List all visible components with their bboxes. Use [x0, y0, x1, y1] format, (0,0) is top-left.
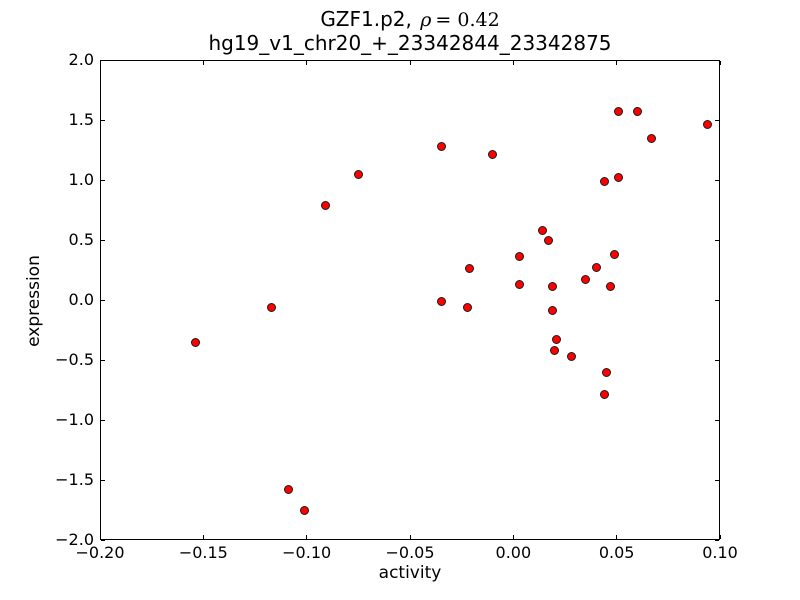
x-axis-tick — [512, 61, 514, 65]
x-axis-tick-label: −0.10 — [282, 543, 332, 562]
y-axis-tick — [715, 359, 719, 361]
title-line2: hg19_v1_chr20_+_23342844_23342875 — [208, 30, 612, 55]
y-axis-tick — [101, 299, 105, 301]
x-axis-tick — [99, 61, 101, 65]
x-axis-tick — [409, 535, 411, 539]
y-axis-tick — [715, 59, 719, 61]
data-point — [614, 173, 624, 183]
data-point — [566, 351, 576, 361]
y-axis-tick-label: 0.5 — [68, 230, 94, 249]
y-axis-tick — [715, 539, 719, 541]
x-axis-tick-label: 0.00 — [495, 543, 532, 562]
x-axis-label: activity — [378, 563, 442, 583]
y-axis-tick — [715, 419, 719, 421]
data-point — [537, 225, 547, 235]
data-point — [515, 252, 525, 262]
x-axis-tick — [719, 535, 721, 539]
title-rho-expression: ρ = 0.42 — [418, 9, 499, 31]
y-axis-tick-label: −1.5 — [55, 470, 94, 489]
data-point — [548, 282, 558, 292]
x-axis-tick-label: 0.10 — [702, 543, 738, 562]
x-axis-tick-label: −0.15 — [178, 543, 228, 562]
data-point — [599, 176, 609, 186]
data-point — [550, 345, 560, 355]
rho-value: = 0.42 — [435, 9, 500, 31]
x-axis-tick — [719, 61, 721, 65]
y-axis-tick — [715, 239, 719, 241]
y-axis-tick — [101, 119, 105, 121]
y-axis-tick — [101, 479, 105, 481]
data-point — [267, 302, 277, 312]
y-axis-tick-label: 0.0 — [68, 290, 94, 309]
y-axis-tick-label: 1.5 — [68, 110, 94, 129]
x-axis-tick-label: −0.05 — [385, 543, 435, 562]
y-axis-tick — [101, 359, 105, 361]
y-axis-tick — [715, 119, 719, 121]
y-axis-tick-label: −2.0 — [55, 530, 94, 549]
x-axis-tick — [512, 535, 514, 539]
y-axis-tick — [715, 479, 719, 481]
chart-title: GZF1.p2, ρ = 0.42 hg19_v1_chr20_+_2334284… — [100, 7, 720, 55]
data-point — [436, 296, 446, 306]
data-point — [436, 141, 446, 151]
data-point — [552, 335, 562, 345]
x-axis-tick — [202, 61, 204, 65]
data-point — [581, 275, 591, 285]
y-axis-tick — [715, 179, 719, 181]
y-axis-tick — [101, 179, 105, 181]
y-axis-tick-label: 2.0 — [68, 50, 94, 69]
x-axis-tick-label: −0.20 — [75, 543, 125, 562]
x-axis-tick-label: 0.05 — [598, 543, 635, 562]
rho-symbol: ρ — [420, 9, 432, 31]
data-point — [614, 107, 624, 117]
x-axis-tick — [616, 61, 618, 65]
x-axis-tick — [616, 535, 618, 539]
y-axis-tick — [101, 539, 105, 541]
data-point — [632, 107, 642, 117]
data-point — [300, 505, 310, 515]
data-point — [601, 367, 611, 377]
data-point — [605, 282, 615, 292]
data-point — [599, 390, 609, 400]
x-axis-tick — [306, 61, 308, 65]
y-axis-tick — [101, 419, 105, 421]
data-point — [320, 200, 330, 210]
y-axis-tick-label: −1.0 — [55, 410, 94, 429]
data-point — [283, 485, 293, 495]
x-axis-tick — [409, 61, 411, 65]
y-axis-tick — [715, 299, 719, 301]
data-point — [543, 235, 553, 245]
data-point — [610, 249, 620, 259]
data-point — [488, 150, 498, 160]
data-point — [190, 337, 200, 347]
title-line1: GZF1.p2, ρ = 0.42 — [100, 7, 720, 32]
data-point — [591, 263, 601, 273]
plot-area — [100, 60, 720, 540]
y-axis-tick — [101, 59, 105, 61]
data-point — [463, 302, 473, 312]
data-point — [515, 279, 525, 289]
data-point — [647, 133, 657, 143]
data-point — [353, 169, 363, 179]
x-axis-tick — [202, 535, 204, 539]
title-gene-label: GZF1.p2, — [320, 7, 419, 31]
data-point — [548, 306, 558, 316]
x-axis-tick — [99, 535, 101, 539]
data-point — [465, 264, 475, 274]
y-axis-tick-label: −0.5 — [55, 350, 94, 369]
y-axis-tick-label: 1.0 — [68, 170, 94, 189]
data-point — [703, 120, 713, 130]
y-axis-tick — [101, 239, 105, 241]
x-axis-tick — [306, 535, 308, 539]
